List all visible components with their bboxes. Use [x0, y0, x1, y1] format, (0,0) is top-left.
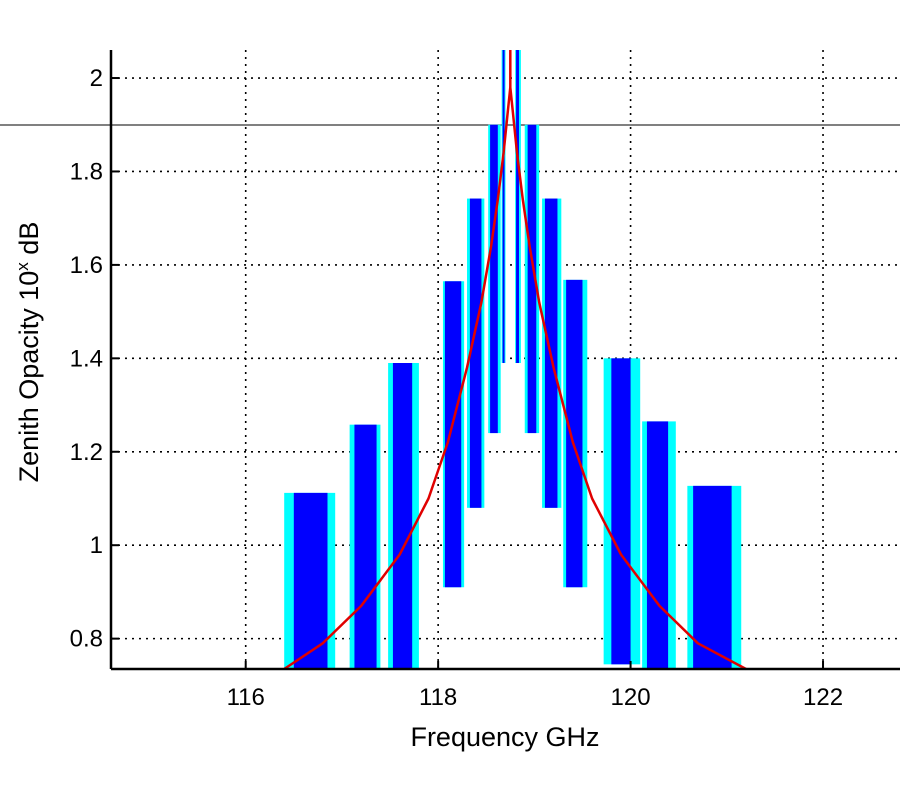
y-tick-label: 1.4: [70, 345, 103, 372]
bar-inner: [693, 485, 732, 669]
bar-inner: [469, 198, 482, 508]
bar-inner: [502, 50, 505, 364]
x-tick-label: 122: [803, 684, 843, 711]
bar-inner: [516, 50, 519, 364]
bar-inner: [444, 281, 462, 588]
y-tick-label: 0.8: [70, 626, 103, 653]
y-axis-title: Zenith Opacity 10x dB: [13, 222, 44, 483]
y-tick-label: 2: [90, 65, 103, 92]
y-tick-label: 1.8: [70, 158, 103, 185]
curve-group: [283, 50, 747, 671]
x-tick-label: 116: [227, 684, 265, 711]
y-axis-title-exponent: x: [13, 262, 32, 271]
y-axis-title-unit: dB: [14, 222, 44, 263]
y-axis-title-main: Zenith Opacity 10: [14, 271, 44, 483]
x-tick-label: 118: [419, 684, 457, 711]
bar-inner: [354, 424, 377, 669]
bar-inner: [611, 358, 631, 665]
bars-group: [284, 50, 742, 669]
y-tick-label: 1.6: [70, 252, 103, 279]
bar-inner: [293, 492, 328, 669]
opacity-curve: [283, 86, 747, 671]
y-tick-label: 1: [90, 532, 103, 559]
bar-inner: [527, 124, 537, 434]
x-tick-label: 120: [611, 684, 651, 711]
ticks-group: 116 118 120 122 0.8 1 1.2 1.4 1.6 1.8 2: [70, 65, 843, 711]
bar-inner: [566, 279, 583, 588]
bar-inner: [646, 421, 669, 669]
bar-inner: [392, 363, 413, 669]
x-axis-title: Frequency GHz: [410, 722, 599, 752]
y-tick-label: 1.2: [70, 439, 103, 466]
axes-group: [109, 50, 900, 671]
bar-inner: [490, 124, 498, 434]
